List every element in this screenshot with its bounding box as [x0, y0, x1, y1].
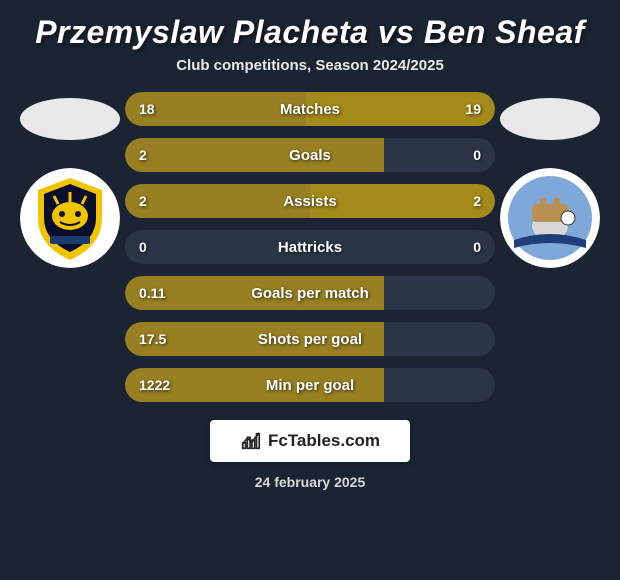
stat-label: Goals per match: [251, 285, 369, 302]
stat-label: Shots per goal: [258, 331, 362, 348]
stat-bars: 18 19 Matches 2 0 Goals 2 2 Assists 0 0 Hattricks 0.…: [125, 92, 495, 402]
comparison-panel: 18 19 Matches 2 0 Goals 2 2 Assists 0 0 Hattricks 0.…: [0, 92, 620, 402]
stat-value-left: 0: [139, 239, 147, 255]
stat-value-left: 2: [139, 147, 147, 163]
stat-row: 17.5 Shots per goal: [125, 322, 495, 356]
stat-value-right: 0: [473, 147, 481, 163]
left-column: [15, 92, 125, 268]
stat-label: Matches: [280, 101, 340, 118]
brand-badge: FcTables.com: [210, 420, 410, 462]
stat-value-right: 0: [473, 239, 481, 255]
page-subtitle: Club competitions, Season 2024/2025: [0, 57, 620, 74]
stat-row: 0.11 Goals per match: [125, 276, 495, 310]
club-crest-left: [20, 168, 120, 268]
player-photo-placeholder-right: [500, 98, 600, 140]
stat-value-left: 18: [139, 101, 155, 117]
stat-row: 2 0 Goals: [125, 138, 495, 172]
right-column: [495, 92, 605, 268]
stat-row: 2 2 Assists: [125, 184, 495, 218]
stat-value-left: 1222: [139, 377, 170, 393]
footer: FcTables.com 24 february 2025: [0, 420, 620, 490]
oxford-crest-icon: [20, 168, 120, 268]
club-crest-right: [500, 168, 600, 268]
page-title: Przemyslaw Placheta vs Ben Sheaf: [0, 0, 620, 57]
chart-icon: [240, 430, 262, 452]
stat-label: Hattricks: [278, 239, 342, 256]
coventry-crest-icon: [500, 168, 600, 268]
stat-bar-right: [310, 184, 495, 218]
stat-row: 1222 Min per goal: [125, 368, 495, 402]
stat-value-right: 2: [473, 193, 481, 209]
stat-label: Goals: [289, 147, 331, 164]
stat-row: 18 19 Matches: [125, 92, 495, 126]
stat-value-right: 19: [465, 101, 481, 117]
stat-row: 0 0 Hattricks: [125, 230, 495, 264]
stat-label: Min per goal: [266, 377, 354, 394]
stat-value-left: 0.11: [139, 285, 165, 301]
stat-value-left: 2: [139, 193, 147, 209]
player-photo-placeholder-left: [20, 98, 120, 140]
brand-text: FcTables.com: [268, 431, 380, 451]
stat-value-left: 17.5: [139, 331, 166, 347]
date-text: 24 february 2025: [255, 474, 366, 490]
stat-bar-left: [125, 138, 384, 172]
stat-label: Assists: [283, 193, 336, 210]
